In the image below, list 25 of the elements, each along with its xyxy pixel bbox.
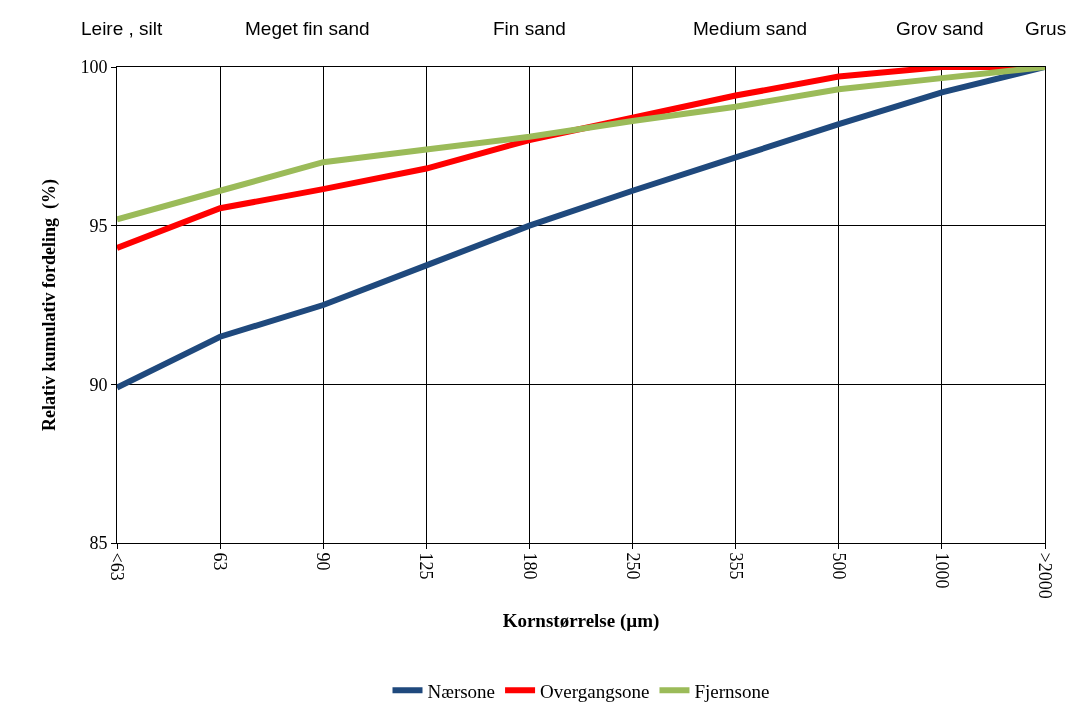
x-tick-label: 500	[828, 552, 849, 580]
text: Fin sand	[493, 18, 566, 39]
text: Leire , silt	[81, 18, 164, 39]
x-tick-label: <63	[107, 552, 128, 581]
y-tick-label: 85	[89, 533, 108, 554]
text: Medium sand	[693, 18, 808, 39]
x-tick-label: 1000	[932, 552, 953, 589]
legend-label: Nærsone	[427, 680, 496, 702]
text: Grov sand	[896, 18, 984, 39]
x-axis-title: Kornstørrelse (µm)	[502, 609, 660, 632]
x-tick-label: 180	[519, 552, 540, 580]
x-tick-label: 355	[725, 552, 746, 580]
x-tick-label: >2000	[1035, 552, 1056, 599]
x-tick-label: 125	[416, 552, 437, 580]
legend-label: Overgangsone	[540, 680, 650, 702]
text: Meget fin sand	[245, 18, 370, 39]
x-tick-label: 90	[313, 552, 334, 571]
x-tick-label: 63	[210, 552, 231, 571]
y-axis-title: Relativ kumulativ fordeling (%)	[38, 179, 60, 431]
text: Grus	[1025, 18, 1067, 39]
y-tick-label: 90	[89, 374, 108, 395]
y-tick-label: 100	[80, 57, 108, 78]
y-tick-label: 95	[89, 215, 108, 236]
x-tick-label: 250	[622, 552, 643, 580]
legend-label: Fjernsone	[694, 680, 770, 702]
